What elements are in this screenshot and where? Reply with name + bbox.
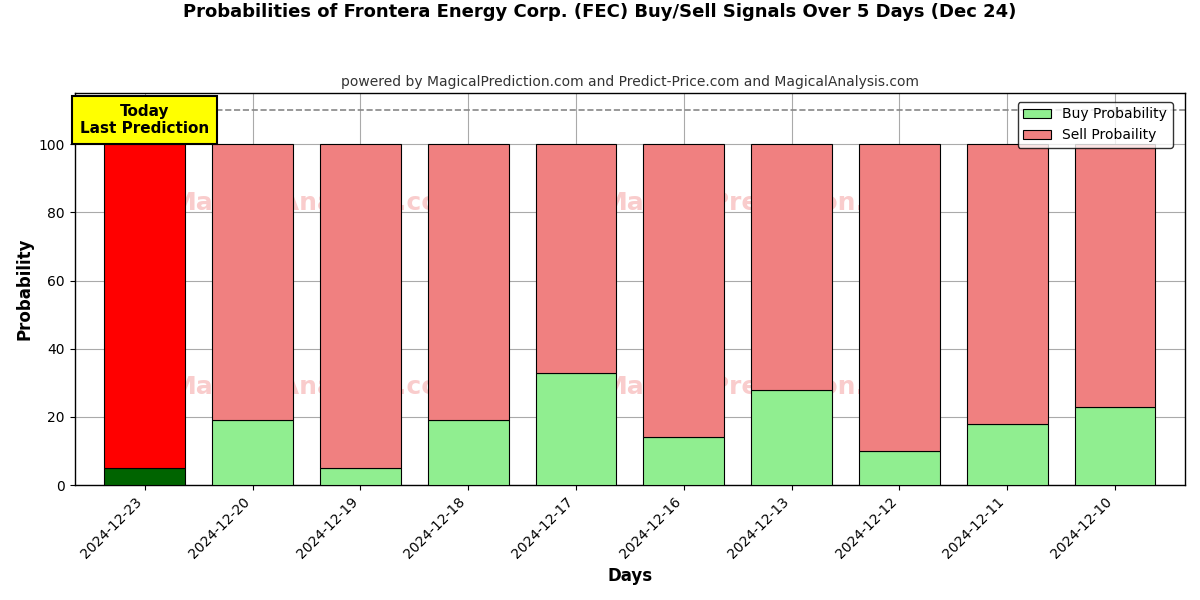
Y-axis label: Probability: Probability	[16, 238, 34, 340]
Bar	[535, 144, 617, 373]
Bar	[427, 144, 509, 421]
Bar	[751, 389, 832, 485]
Bar	[643, 144, 724, 437]
Text: Today
Last Prediction: Today Last Prediction	[80, 104, 209, 136]
Bar	[643, 437, 724, 485]
Bar	[751, 144, 832, 389]
Text: Probabilities of Frontera Energy Corp. (FEC) Buy/Sell Signals Over 5 Days (Dec 2: Probabilities of Frontera Energy Corp. (…	[184, 3, 1016, 21]
Bar	[967, 144, 1048, 424]
Bar	[859, 144, 940, 451]
Title: powered by MagicalPrediction.com and Predict-Price.com and MagicalAnalysis.com: powered by MagicalPrediction.com and Pre…	[341, 75, 919, 89]
Bar	[1074, 407, 1156, 485]
Text: MagicalAnalysis.com: MagicalAnalysis.com	[172, 191, 466, 215]
Text: MagicalAnalysis.com: MagicalAnalysis.com	[172, 375, 466, 399]
Legend: Buy Probability, Sell Probaility: Buy Probability, Sell Probaility	[1018, 102, 1172, 148]
X-axis label: Days: Days	[607, 567, 653, 585]
Bar	[427, 421, 509, 485]
Bar	[104, 144, 185, 468]
Bar	[212, 144, 293, 421]
Bar	[320, 468, 401, 485]
Bar	[535, 373, 617, 485]
Bar	[1074, 144, 1156, 407]
Bar	[859, 451, 940, 485]
Text: MagicalPrediction.com: MagicalPrediction.com	[602, 191, 924, 215]
Bar	[320, 144, 401, 468]
Bar	[967, 424, 1048, 485]
Bar	[212, 421, 293, 485]
Bar	[104, 468, 185, 485]
Text: MagicalPrediction.com: MagicalPrediction.com	[602, 375, 924, 399]
